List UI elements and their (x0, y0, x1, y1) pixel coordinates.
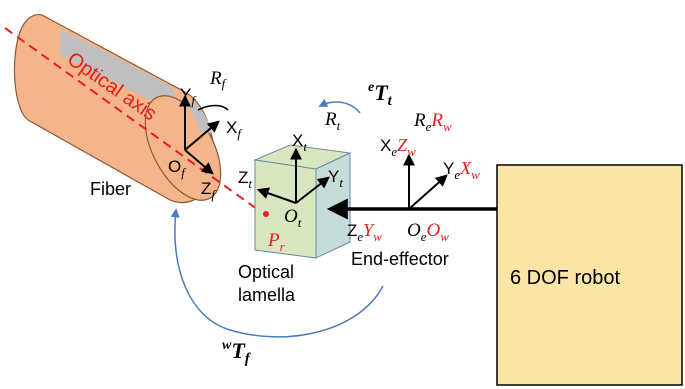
transform-wTf-arc (170, 208, 384, 338)
fiber-frame (179, 94, 229, 175)
fiber-Y-label: Yf (180, 85, 197, 108)
fiber-Z-label: Zf (201, 179, 217, 202)
robot-label: 6 DOF robot (510, 267, 620, 289)
fiber-end-face-band (186, 103, 212, 133)
lamella-y-axis (295, 176, 330, 204)
ee-y-axis (408, 174, 448, 210)
fiber-z-axis (184, 149, 214, 175)
lamella-label-line2: lamella (238, 285, 296, 305)
end-effector-label: End-effector (351, 249, 449, 269)
ee-Y-label: YeXw (443, 158, 480, 182)
ee-X-label: XeZw (380, 135, 416, 159)
lamella-Z-label: Zt (238, 168, 252, 191)
lamella-Y-label: Yt (328, 167, 343, 190)
transform-eTt-label: eTt (368, 80, 393, 109)
optical-axis-line (4, 27, 276, 223)
ee-Z-label: ZeYw (347, 220, 382, 244)
fiber-R-label: Rf (209, 68, 228, 91)
lamella-R-label: Rt (324, 109, 341, 133)
end-effector-frame (403, 153, 448, 210)
robot-box (496, 164, 683, 386)
fiber-rotation-arc (197, 104, 229, 111)
fiber-O-label: Of (168, 157, 187, 180)
ee-O-label: OeOw (407, 220, 449, 244)
transform-eTt-arc (318, 98, 361, 114)
lamella-label-line1: Optical (238, 262, 294, 282)
point-Pr (263, 211, 269, 217)
lamella-frame (256, 147, 330, 204)
transform-wTf-label: wTf (222, 338, 252, 367)
fiber-x-axis (184, 120, 220, 151)
lamella-P-label: Pr (267, 230, 286, 254)
ee-R-label: ReRw (413, 110, 452, 134)
lamella-z-axis (256, 187, 297, 204)
fiber-label: Fiber (90, 179, 131, 199)
fiber-X-label: Xf (226, 118, 243, 141)
lamella-O-label: Ot (284, 206, 302, 230)
lamella-X-label: Xt (292, 131, 307, 154)
